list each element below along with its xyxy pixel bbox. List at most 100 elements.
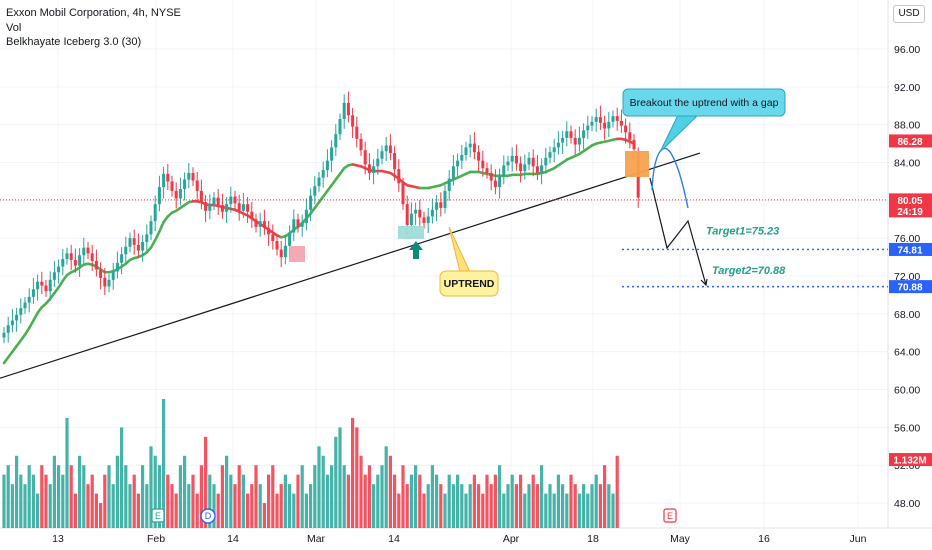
candle-body [132,238,136,245]
candle-body [619,120,623,126]
volume-bar [99,503,103,528]
candle-body [523,164,527,172]
candle-body [464,147,468,155]
candle-body [477,152,481,161]
price-tag-label: 1.132M [893,456,926,467]
candle-body [418,209,422,218]
time-tick-label: 13 [52,533,64,545]
price-tag-label: 86.28 [897,137,922,148]
volume-bar [283,474,287,528]
candle-body [582,130,586,138]
annotations[interactable]: Target1=75.23 Target2=70.88 UPTREND Breakou… [0,88,888,524]
volume-bar [69,465,73,528]
candle-body [288,232,292,246]
volume-bar [582,484,586,528]
candle-body [15,314,19,321]
volume-bar [548,484,552,528]
volume-bar [262,503,266,528]
candle-body [367,164,371,173]
volume-bar [401,465,405,528]
volume-bar [510,474,514,528]
volume-bar [216,493,220,528]
volume-bar [220,465,224,528]
candle-body [632,139,636,150]
volume-bar [124,465,128,528]
volume-bar [225,455,229,528]
time-tick-label: 14 [227,533,239,545]
volume-bar [6,465,10,528]
candle-body [439,202,443,208]
candle-body [204,202,208,211]
volume-bar [607,484,611,528]
volume-bar [237,465,241,528]
currency-selector[interactable]: USD [893,5,925,23]
candle-body [468,143,472,148]
volume-bar [393,474,397,528]
volume-bar [477,484,481,528]
price-axis[interactable]: 96.0092.0088.0084.0080.0076.0072.0068.00… [887,0,920,528]
price-tick-label: 64.00 [894,347,920,359]
volume-bar [94,493,98,528]
curve-projection [651,147,689,209]
candle-body [502,165,506,176]
volume-bar [615,455,619,528]
candle-body [393,153,397,170]
candle-body [149,221,153,235]
candle-body [556,142,560,148]
volume-bar [292,493,296,528]
volume-bar [233,484,237,528]
volume-bar [23,484,27,528]
candle-body [594,117,598,122]
volume-bar [388,455,392,528]
volume-bar [313,465,317,528]
candle-body [115,262,119,272]
candle-body [401,183,405,205]
volume-indicator-label[interactable]: Vol [6,21,22,34]
iceberg-indicator-label[interactable]: Belkhayate Iceberg 3.0 (30) [6,36,142,48]
volume-bar [590,484,594,528]
candle-body [120,254,124,263]
trendline[interactable] [0,152,701,379]
candle-body [6,325,10,333]
candle-body [57,266,61,273]
candle-body [351,115,355,127]
candle-body [44,285,48,292]
price-tick-label: 76.00 [894,233,920,245]
volume-bar [208,474,212,528]
price-tag-label: 80.05 [897,196,922,207]
volume-bar [489,484,493,528]
candle-body [199,190,203,203]
price-tag [889,134,932,148]
candle-body [128,238,132,247]
candle-body [262,221,266,228]
volume-bar [120,427,124,528]
volume-bar [103,474,107,528]
candle-body [330,147,334,161]
candle-body [414,209,418,214]
candle-body [19,308,23,315]
candle-body [573,137,577,145]
uptrend-label: UPTREND [444,278,495,290]
candle-body [212,197,216,205]
candle-body [296,219,300,227]
candle-body [183,179,187,190]
candle-body [506,161,510,166]
candle-body [544,157,548,166]
time-axis[interactable]: 13 Feb 14 Mar 14 Apr 18 May 16 Jun [0,527,932,545]
volume-bar [132,474,136,528]
volume-bar [36,493,40,528]
volume-bar [468,484,472,528]
candle-body [603,122,607,129]
candle-body [27,296,31,303]
volume-bar [346,474,350,528]
candles [2,91,640,344]
candle-body [624,125,628,133]
volume-bar [170,484,174,528]
candle-body [250,211,254,220]
symbol-title[interactable]: Exxon Mobil Corporation, 4h, NYSE [6,7,181,19]
candle-body [10,320,14,326]
price-tick-label: 48.00 [894,498,920,510]
candle-body [590,121,594,126]
target1-label: Target1=75.23 [706,225,779,237]
